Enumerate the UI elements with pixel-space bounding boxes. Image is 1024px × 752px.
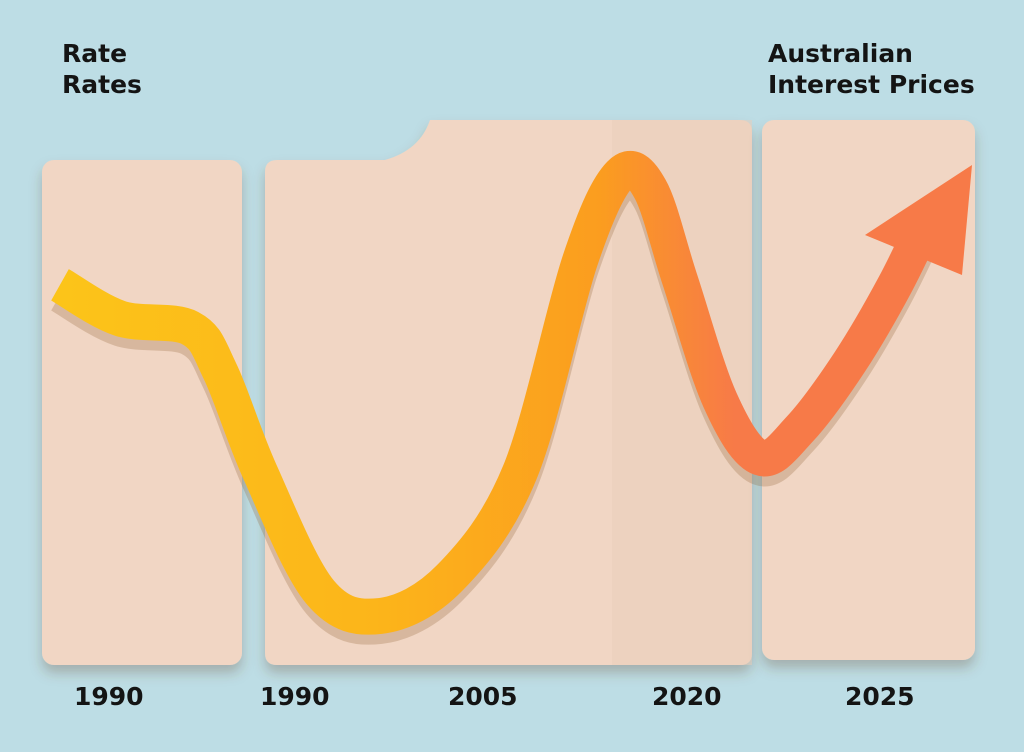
tick-label-5: 2025: [845, 682, 915, 711]
title-right-line-2: Interest Prices: [768, 70, 975, 99]
trend-line-path: [50, 151, 947, 635]
tick-label-2: 1990: [260, 682, 330, 711]
title-right-line-1: Australian: [768, 39, 913, 68]
title-right: Australian Interest Prices: [768, 38, 975, 100]
tick-label-3: 2005: [448, 682, 518, 711]
arrow-head-icon: [865, 165, 972, 275]
tick-label-4: 2020: [652, 682, 722, 711]
tick-label-1: 1990: [74, 682, 144, 711]
trend-line: [50, 151, 972, 645]
panel-1: [42, 160, 242, 665]
title-left-line-2: Rates: [62, 70, 142, 99]
title-left: Rate Rates: [62, 38, 142, 100]
title-left-line-1: Rate: [62, 39, 128, 68]
